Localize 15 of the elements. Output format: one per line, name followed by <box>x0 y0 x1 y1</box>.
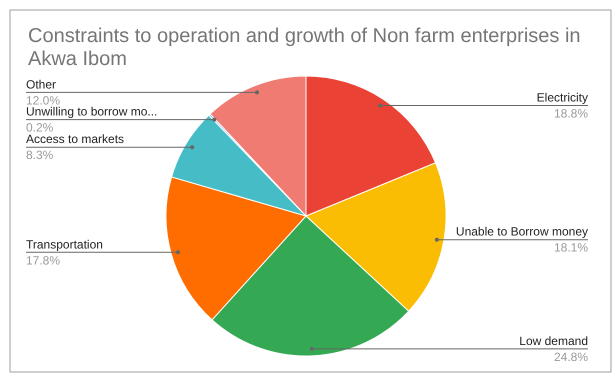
data-label: 8.3% <box>26 148 54 162</box>
slice-label: Unable to Borrow money <box>456 224 588 239</box>
slice-label: Transportation <box>26 237 103 252</box>
data-label: 24.8% <box>554 350 588 364</box>
slice-label: Low demand <box>519 334 588 348</box>
slice-label: Access to markets <box>26 132 124 146</box>
chart-title: Constraints to operation and growth of Non farm enterprises in Akwa Ibom <box>28 25 581 70</box>
slice-label: Unwilling to borrow mo... <box>26 104 158 119</box>
data-label: 18.1% <box>554 240 588 255</box>
data-label: 0.2% <box>26 120 54 135</box>
data-label: 12.0% <box>26 93 60 108</box>
data-label: 17.8% <box>26 253 60 268</box>
slice-label: Other <box>26 77 56 92</box>
slice-label: Electricity <box>536 90 588 105</box>
data-label: 18.8% <box>554 106 588 121</box>
